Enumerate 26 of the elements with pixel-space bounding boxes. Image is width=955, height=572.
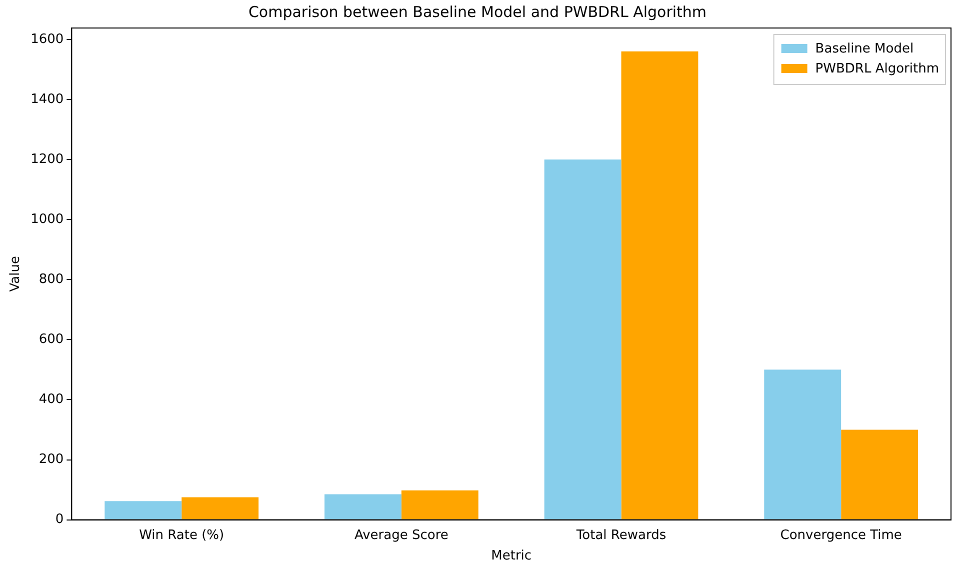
x-tick-label: Total Rewards [575,528,666,543]
x-tick-label: Average Score [354,528,448,543]
bar [104,501,182,520]
y-tick-label: 1000 [30,212,64,227]
y-tick-label: 600 [38,332,64,348]
x-tick-label: Convergence Time [780,528,902,543]
x-tick-label: Win Rate (%) [139,528,224,543]
bar [401,490,478,520]
chart-title: Comparison between Baseline Model and PWBDRL Algorithm [248,2,707,21]
bar [324,494,402,520]
y-tick-label: 1600 [30,32,64,47]
legend-label: Baseline Model [815,41,914,56]
y-axis-title: Value [8,256,24,292]
bar [764,370,842,520]
x-axis-title: Metric [491,548,532,564]
y-tick-label: 200 [38,452,64,468]
legend-label: PWBDRL Algorithm [815,61,940,76]
bar [841,430,918,520]
y-tick-label: 0 [55,512,64,528]
y-tick-label: 800 [38,272,64,287]
bar [621,51,698,520]
y-tick-label: 1200 [30,152,64,167]
y-tick-label: 1400 [30,92,64,107]
bar [544,160,622,520]
y-tick-label: 400 [38,392,64,408]
bar [182,497,259,520]
